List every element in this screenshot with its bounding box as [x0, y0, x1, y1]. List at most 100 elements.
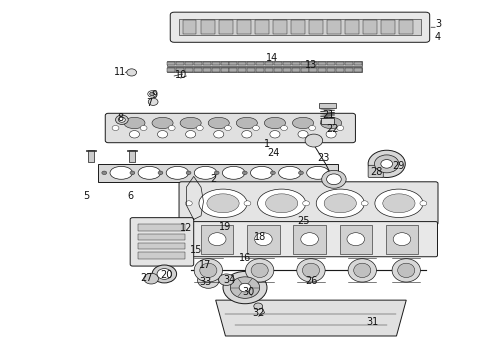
Bar — [345, 20, 359, 35]
Bar — [183, 20, 196, 35]
Bar — [238, 62, 246, 65]
Ellipse shape — [251, 263, 268, 278]
Circle shape — [305, 134, 323, 147]
Text: 29: 29 — [392, 161, 405, 171]
Text: 34: 34 — [223, 275, 236, 285]
FancyBboxPatch shape — [179, 182, 438, 225]
Circle shape — [168, 126, 175, 131]
Text: 6: 6 — [127, 191, 133, 201]
Ellipse shape — [180, 117, 201, 129]
Text: 9: 9 — [151, 90, 158, 100]
Ellipse shape — [279, 166, 301, 179]
Circle shape — [214, 171, 219, 175]
FancyBboxPatch shape — [170, 12, 430, 42]
Bar — [399, 20, 413, 35]
Ellipse shape — [392, 259, 420, 282]
Circle shape — [298, 131, 308, 138]
Text: 24: 24 — [267, 148, 279, 158]
Bar — [194, 68, 202, 72]
Bar — [319, 103, 336, 108]
Ellipse shape — [110, 166, 132, 179]
Circle shape — [157, 131, 168, 138]
Ellipse shape — [324, 194, 356, 213]
Ellipse shape — [265, 117, 286, 129]
Circle shape — [327, 171, 331, 175]
Ellipse shape — [383, 194, 415, 213]
Ellipse shape — [293, 117, 314, 129]
Circle shape — [102, 171, 107, 175]
Circle shape — [152, 265, 176, 283]
Circle shape — [197, 273, 219, 288]
Ellipse shape — [307, 166, 329, 179]
Text: 2: 2 — [210, 174, 217, 184]
Bar — [179, 19, 421, 35]
Bar — [386, 225, 418, 253]
Bar — [229, 62, 238, 65]
Bar — [176, 68, 184, 72]
Circle shape — [208, 233, 226, 246]
Text: 30: 30 — [243, 287, 255, 297]
Circle shape — [374, 155, 399, 173]
Bar — [167, 67, 362, 72]
Circle shape — [185, 201, 192, 206]
Ellipse shape — [316, 189, 365, 217]
Ellipse shape — [236, 117, 257, 129]
Circle shape — [144, 273, 159, 284]
Ellipse shape — [166, 166, 189, 179]
Circle shape — [347, 233, 365, 246]
Bar — [345, 68, 353, 72]
Bar — [139, 224, 185, 231]
Bar — [321, 118, 334, 124]
Bar — [229, 68, 238, 72]
Bar — [88, 150, 94, 162]
Bar — [327, 68, 335, 72]
Bar — [247, 62, 255, 65]
Circle shape — [239, 283, 251, 292]
Bar — [203, 62, 211, 65]
Text: 15: 15 — [190, 245, 202, 255]
Text: 27: 27 — [140, 273, 152, 283]
Bar — [86, 149, 96, 151]
Text: 3: 3 — [435, 19, 441, 29]
Bar — [265, 62, 273, 65]
Ellipse shape — [375, 189, 423, 217]
Text: 25: 25 — [297, 216, 310, 226]
Circle shape — [303, 201, 310, 206]
Text: 21: 21 — [322, 110, 334, 120]
Circle shape — [337, 126, 343, 131]
Ellipse shape — [152, 117, 173, 129]
Bar — [203, 68, 211, 72]
Bar — [292, 62, 300, 65]
Circle shape — [393, 233, 411, 246]
Bar — [201, 20, 215, 35]
Bar — [265, 68, 273, 72]
Ellipse shape — [398, 263, 415, 278]
Circle shape — [148, 98, 158, 105]
Ellipse shape — [194, 259, 222, 282]
Circle shape — [252, 126, 259, 131]
Bar — [292, 68, 300, 72]
Bar — [354, 62, 362, 65]
Circle shape — [214, 131, 224, 138]
Bar — [309, 62, 318, 65]
Bar — [381, 20, 395, 35]
Bar — [194, 62, 202, 65]
Bar — [256, 68, 264, 72]
Bar — [300, 62, 309, 65]
Bar — [345, 62, 353, 65]
Text: 28: 28 — [371, 167, 383, 177]
Bar — [139, 243, 185, 249]
FancyBboxPatch shape — [368, 165, 383, 177]
Circle shape — [368, 150, 405, 177]
Circle shape — [309, 126, 316, 131]
Bar — [139, 234, 185, 240]
Text: 32: 32 — [252, 309, 265, 318]
Text: 17: 17 — [199, 260, 211, 270]
Text: 7: 7 — [147, 98, 153, 108]
Circle shape — [150, 92, 155, 96]
Text: 26: 26 — [305, 276, 317, 286]
Circle shape — [223, 271, 267, 304]
Bar — [185, 68, 193, 72]
Circle shape — [270, 131, 280, 138]
Circle shape — [127, 69, 137, 76]
